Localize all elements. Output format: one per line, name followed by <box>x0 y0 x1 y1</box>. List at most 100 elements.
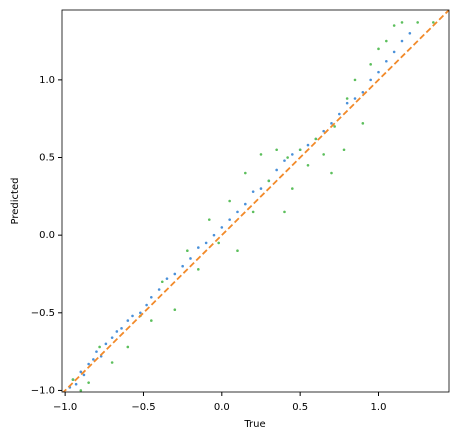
point <box>251 210 255 214</box>
point <box>165 277 169 280</box>
point <box>228 199 231 203</box>
point <box>82 373 86 377</box>
point <box>92 358 95 361</box>
point <box>244 202 247 206</box>
point <box>291 187 294 190</box>
point <box>207 218 211 221</box>
point <box>244 171 247 175</box>
x-tick-label: 0.5 <box>292 402 308 413</box>
point <box>400 21 404 24</box>
point <box>306 143 310 147</box>
y-tick-label: 1.0 <box>39 75 55 86</box>
point <box>197 246 200 249</box>
point <box>353 97 357 100</box>
point <box>145 303 148 307</box>
point <box>87 362 90 366</box>
point <box>291 153 294 156</box>
point <box>385 39 388 43</box>
point <box>236 249 239 252</box>
point <box>197 268 200 271</box>
point <box>259 187 263 190</box>
y-tick-label: 0.0 <box>39 230 55 241</box>
point <box>283 159 286 162</box>
x-axis-label: True <box>243 419 265 430</box>
point <box>173 308 177 311</box>
point <box>110 361 114 364</box>
point <box>408 31 412 35</box>
point <box>333 125 336 128</box>
point <box>369 78 372 82</box>
plot-frame <box>61 9 450 393</box>
point <box>160 280 164 284</box>
point <box>342 148 346 152</box>
point <box>110 336 114 339</box>
point <box>392 50 396 54</box>
x-tick-label: 1.0 <box>371 402 387 413</box>
reference-line <box>62 10 449 392</box>
point <box>314 137 318 141</box>
point <box>212 233 216 237</box>
x-tick-label: 0.0 <box>214 402 230 413</box>
point <box>150 295 153 299</box>
x-tick-label: −1.0 <box>53 402 77 413</box>
point <box>189 257 192 260</box>
point <box>385 59 388 63</box>
point <box>131 314 134 318</box>
point <box>322 153 325 156</box>
x-tick-label: −0.5 <box>131 402 155 413</box>
point <box>74 382 78 386</box>
point <box>432 21 435 24</box>
point <box>283 210 286 214</box>
point <box>79 389 83 392</box>
point <box>259 153 263 156</box>
point <box>298 148 302 152</box>
point <box>220 226 224 229</box>
point <box>377 47 380 51</box>
point <box>306 163 310 167</box>
point <box>126 319 130 322</box>
point <box>392 24 396 27</box>
point <box>330 171 333 175</box>
point <box>98 345 101 349</box>
point <box>275 168 278 172</box>
point <box>377 70 380 74</box>
point <box>204 241 208 245</box>
point <box>71 378 75 381</box>
point <box>115 330 119 333</box>
point <box>251 190 255 193</box>
point <box>338 112 341 116</box>
point <box>361 91 365 94</box>
point <box>157 288 161 291</box>
point <box>275 148 278 152</box>
point <box>173 272 177 276</box>
y-tick-label: −1.0 <box>31 385 55 396</box>
point <box>186 249 189 252</box>
point <box>87 381 90 384</box>
point <box>228 218 231 221</box>
point <box>400 39 404 43</box>
point <box>345 97 349 100</box>
point <box>120 327 123 330</box>
point <box>330 122 333 125</box>
y-tick-label: 0.5 <box>39 153 55 164</box>
point <box>345 101 349 105</box>
point <box>126 345 130 349</box>
point <box>150 319 153 322</box>
point <box>79 370 83 374</box>
point <box>361 122 365 125</box>
point <box>286 156 289 159</box>
point <box>95 350 98 353</box>
point <box>369 63 372 66</box>
point <box>139 311 142 315</box>
y-tick-label: −0.5 <box>31 308 55 319</box>
point <box>104 342 108 346</box>
point <box>181 264 184 268</box>
point <box>217 241 220 245</box>
point <box>416 21 419 24</box>
point <box>267 179 271 183</box>
y-axis-label: Predicted <box>10 178 21 225</box>
point <box>322 129 325 133</box>
point <box>353 78 357 82</box>
point <box>236 210 239 214</box>
